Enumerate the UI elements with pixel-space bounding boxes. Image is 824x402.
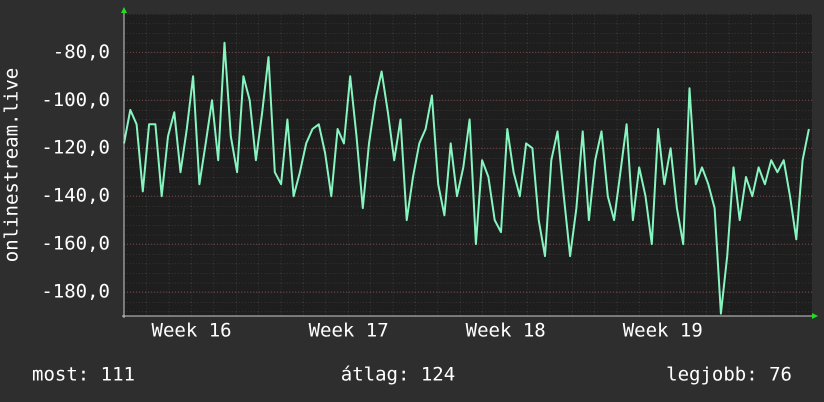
x-tick-label: Week 19 [623, 320, 703, 342]
footer-stat: átlag: 124 [341, 364, 455, 386]
axis-arrow [812, 313, 818, 319]
y-tick-label: -160,0 [41, 233, 110, 255]
x-tick-label: Week 16 [152, 320, 232, 342]
x-tick-label: Week 18 [466, 320, 546, 342]
minor-grid [124, 14, 812, 316]
y-tick-label: -80,0 [53, 41, 110, 63]
y-tick-label: -180,0 [41, 281, 110, 303]
y-axis-title: onlinestream.live [1, 68, 23, 262]
y-tick-label: -120,0 [41, 137, 110, 159]
data-line [123, 41, 810, 315]
footer-stat: legjobb: 76 [666, 364, 792, 386]
x-tick-label: Week 17 [309, 320, 389, 342]
y-tick-label: -140,0 [41, 185, 110, 207]
footer-stat: most: 111 [32, 364, 135, 386]
y-tick-label: -100,0 [41, 89, 110, 111]
axis-arrow [121, 7, 127, 13]
